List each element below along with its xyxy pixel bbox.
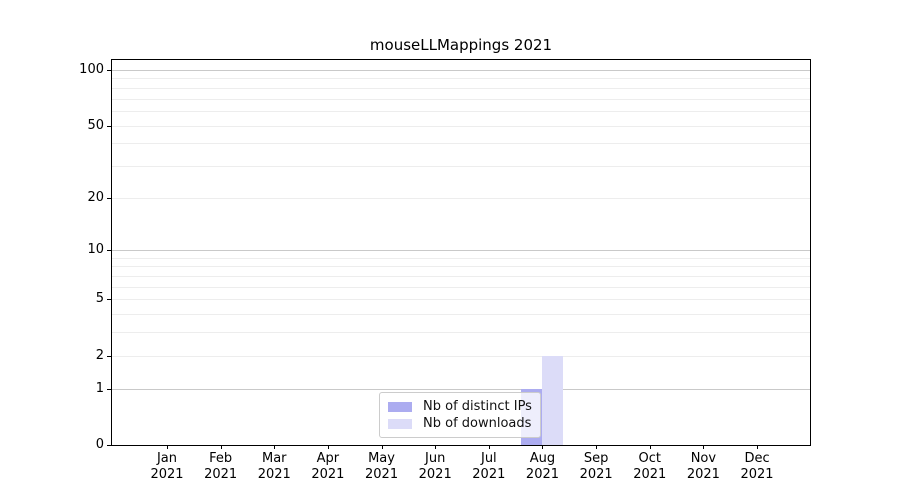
legend-label: Nb of distinct IPs bbox=[423, 399, 532, 414]
y-tick-mark bbox=[107, 299, 111, 301]
x-tick-label-line: 2021 bbox=[579, 467, 613, 482]
x-tick-mark bbox=[327, 445, 329, 449]
x-tick-mark bbox=[596, 445, 598, 449]
x-tick-label-line: 2021 bbox=[525, 467, 560, 482]
x-tick-label-line: Oct bbox=[638, 451, 661, 466]
y-tick-mark bbox=[107, 125, 111, 127]
y-tick-mark bbox=[107, 355, 111, 357]
legend-item: Nb of distinct IPs bbox=[388, 398, 532, 415]
x-tick-label-line: Jul bbox=[480, 451, 497, 466]
gridline-minor bbox=[112, 314, 810, 316]
x-tick-label-line: May bbox=[368, 451, 395, 466]
x-tick-label-line: Mar bbox=[262, 451, 287, 466]
x-tick-mark bbox=[542, 445, 544, 449]
x-tick-label-line: Nov bbox=[690, 451, 717, 466]
x-tick-mark bbox=[435, 445, 437, 449]
gridline-minor bbox=[112, 299, 810, 301]
x-tick-mark bbox=[220, 445, 222, 449]
x-tick-label: Apr 2021 bbox=[296, 451, 360, 483]
x-tick-label: Dec 2021 bbox=[725, 451, 789, 483]
x-tick-label-line: Aug bbox=[529, 451, 556, 466]
x-tick-label-line: 2021 bbox=[633, 467, 667, 482]
gridline-minor bbox=[112, 355, 810, 357]
x-tick-label-line: Dec bbox=[744, 451, 770, 466]
bar-downloads bbox=[542, 355, 564, 445]
y-tick-label: 2 bbox=[95, 347, 104, 363]
x-tick-label-line: 2021 bbox=[740, 467, 774, 482]
gridline-minor bbox=[112, 197, 810, 199]
gridline-minor bbox=[112, 78, 810, 80]
y-tick-label: 1 bbox=[95, 380, 104, 396]
x-tick-label: Jun 2021 bbox=[403, 451, 467, 483]
plot-area: Nb of distinct IPs Nb of downloads 0 1 2 5 10… bbox=[79, 59, 811, 482]
x-tick-label-line: Jun bbox=[425, 451, 446, 466]
gridline-minor bbox=[112, 266, 810, 268]
y-tick-mark bbox=[107, 445, 111, 446]
legend-label: Nb of downloads bbox=[423, 416, 532, 431]
x-tick-label-line: Apr bbox=[316, 451, 340, 466]
legend: Nb of distinct IPs Nb of downloads bbox=[379, 392, 541, 438]
gridline-minor bbox=[112, 125, 810, 127]
x-tick-label-line: 2021 bbox=[311, 467, 345, 482]
x-tick-label-line: 2021 bbox=[257, 467, 291, 482]
x-tick-mark bbox=[488, 445, 490, 449]
x-tick-label-line: 2021 bbox=[418, 467, 452, 482]
gridline-major bbox=[112, 388, 810, 390]
gridline-major bbox=[112, 250, 810, 252]
y-tick-mark bbox=[107, 250, 111, 252]
gridline-minor bbox=[112, 98, 810, 100]
x-tick-label: Feb 2021 bbox=[189, 451, 253, 483]
x-tick-label: Sep 2021 bbox=[564, 451, 628, 483]
gridline-major bbox=[112, 70, 810, 71]
x-tick-label-line: 2021 bbox=[150, 467, 184, 482]
y-tick-mark bbox=[107, 70, 111, 71]
legend-item: Nb of downloads bbox=[388, 415, 532, 432]
y-tick-mark bbox=[107, 197, 111, 199]
x-tick-label: Oct 2021 bbox=[618, 451, 682, 483]
y-tick-label: 50 bbox=[87, 117, 104, 133]
x-tick-mark bbox=[167, 445, 168, 449]
x-tick-label: Jul 2021 bbox=[457, 451, 521, 483]
x-tick-label-line: Feb bbox=[209, 451, 233, 466]
x-tick-label: Mar 2021 bbox=[242, 451, 306, 483]
chart-title: mouseLLMappings 2021 bbox=[369, 36, 553, 54]
x-tick-label: Nov 2021 bbox=[671, 451, 735, 483]
x-tick-mark bbox=[274, 445, 276, 449]
x-tick-label-line: 2021 bbox=[472, 467, 506, 482]
x-tick-label-line: Jan bbox=[156, 451, 178, 466]
x-tick-mark bbox=[649, 445, 651, 449]
gridline-minor bbox=[112, 332, 810, 334]
y-tick-label: 20 bbox=[87, 189, 104, 205]
y-tick-label: 100 bbox=[79, 62, 104, 77]
x-tick-label-line: 2021 bbox=[204, 467, 238, 482]
x-tick-label-line: Sep bbox=[583, 451, 609, 466]
x-tick-label: May 2021 bbox=[350, 451, 414, 483]
gridline-minor bbox=[112, 110, 810, 112]
x-tick-label-line: 2021 bbox=[686, 467, 720, 482]
x-tick-mark bbox=[703, 445, 705, 449]
gridline-minor bbox=[112, 276, 810, 278]
y-tick-mark bbox=[107, 388, 111, 390]
legend-swatch-icon bbox=[388, 401, 412, 412]
legend-swatch-icon bbox=[388, 418, 412, 429]
gridline-minor bbox=[112, 87, 810, 89]
x-tick-mark bbox=[381, 445, 383, 449]
gridline-minor bbox=[112, 286, 810, 288]
y-tick-label: 10 bbox=[87, 242, 104, 258]
x-tick-label-line: 2021 bbox=[365, 467, 399, 482]
gridline-minor bbox=[112, 143, 810, 145]
y-tick-label: 0 bbox=[95, 437, 104, 452]
gridline-minor bbox=[112, 257, 810, 259]
x-tick-label: Aug 2021 bbox=[510, 451, 574, 483]
gridline-minor bbox=[112, 165, 810, 167]
x-tick-label: Jan 2021 bbox=[135, 451, 199, 483]
y-tick-label: 5 bbox=[95, 291, 104, 307]
x-tick-mark bbox=[757, 445, 759, 449]
